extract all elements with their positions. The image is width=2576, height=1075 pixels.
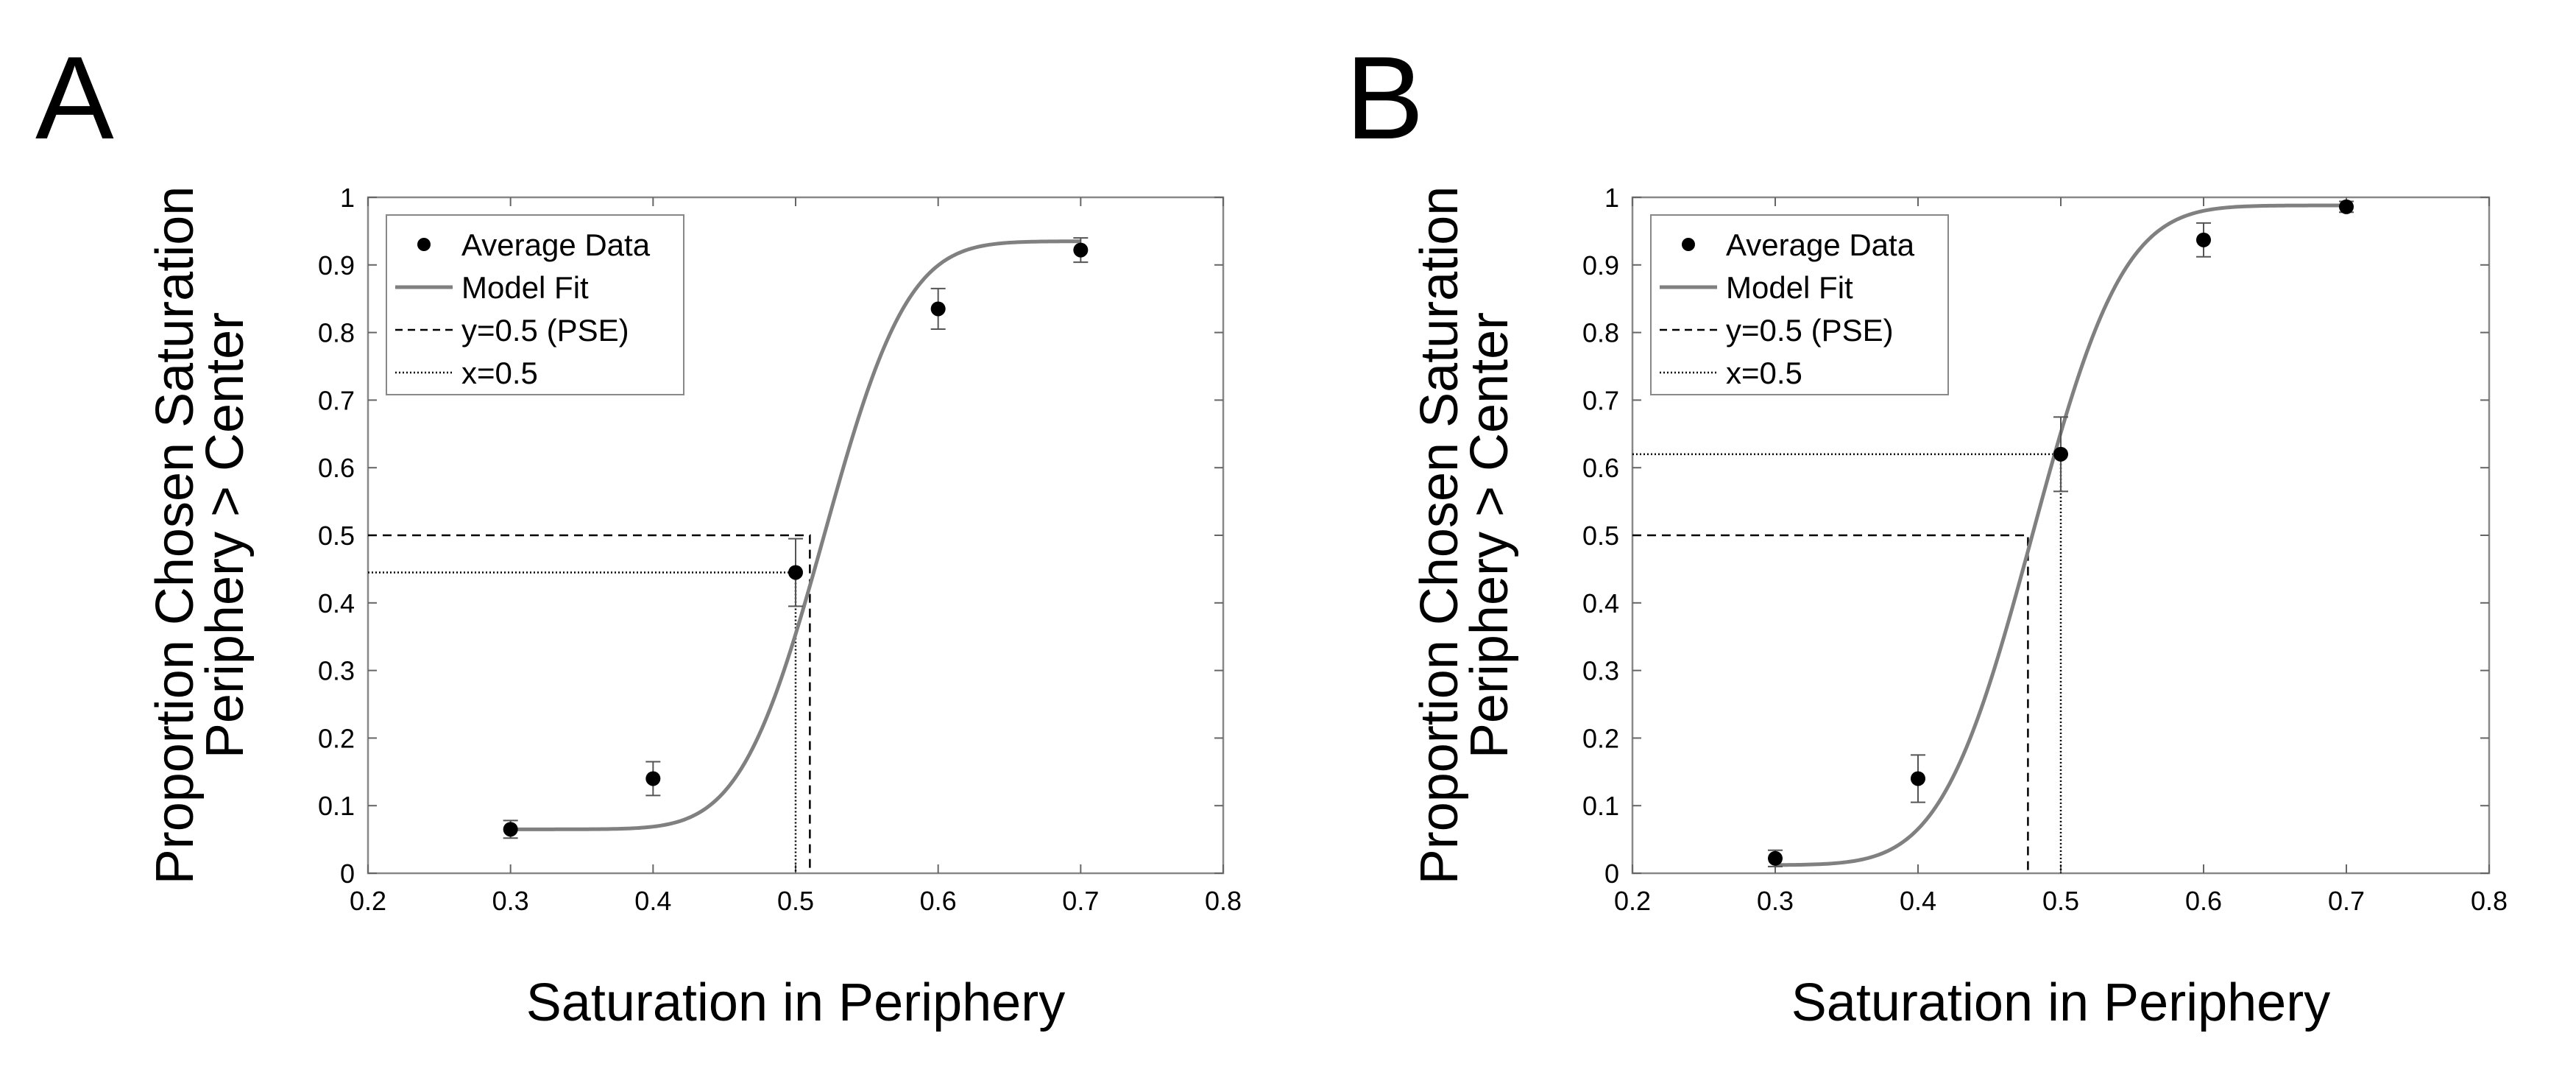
- y-tick-label: 0: [1604, 859, 1619, 889]
- x-tick-label: 0.4: [634, 886, 671, 916]
- x-tick-label: 0.8: [1205, 886, 1242, 916]
- x-tick-label: 0.2: [350, 886, 386, 916]
- x-tick-label: 0.7: [2328, 886, 2365, 916]
- legend-label: Average Data: [1726, 228, 1915, 262]
- x-tick-label: 0.8: [2471, 886, 2508, 916]
- data-point: [930, 301, 946, 317]
- y-tick-label: 0.3: [1582, 656, 1619, 686]
- x-tick-label: 0.2: [1614, 886, 1651, 916]
- chart-panel-a: A 0.2 0.3 0.4 0.5 0.6 0.7 0.8 0 0.1 0.2 0.3 0.4 0.5 0.…: [35, 32, 1242, 1032]
- data-point: [1911, 771, 1925, 786]
- y-tick-label: 0.6: [1582, 453, 1619, 483]
- data-point: [2053, 446, 2068, 462]
- panel-letter: B: [1345, 32, 1424, 163]
- model-fit-curve: [510, 239, 1081, 831]
- y-tick-label: 0.4: [1582, 588, 1619, 618]
- legend-label: Model Fit: [1726, 270, 1853, 305]
- y-tick-label: 0.2: [1582, 723, 1619, 753]
- x-tick-label: 0.5: [777, 886, 814, 916]
- y-tick-label: 0.4: [318, 588, 355, 618]
- data-point: [2196, 232, 2211, 247]
- data-point: [1768, 850, 1783, 866]
- x-axis-label: Saturation in Periphery: [1791, 973, 2330, 1032]
- x-tick-label: 0.3: [1757, 886, 1794, 916]
- legend-marker-average-data: [417, 238, 431, 251]
- y-axis-label-line1: Proportion Chosen Saturation: [1410, 186, 1469, 885]
- data-point: [1073, 242, 1089, 258]
- x-tick-label: 0.3: [492, 886, 529, 916]
- x-tick-label: 0.6: [920, 886, 957, 916]
- y-axis-label-line2: Periphery > Center: [196, 312, 255, 758]
- legend-label: y=0.5 (PSE): [461, 313, 629, 348]
- pse-dashed-line: [1632, 534, 2029, 873]
- legend-label: Average Data: [461, 228, 651, 262]
- y-axis-label-line1: Proportion Chosen Saturation: [146, 186, 205, 885]
- y-tick-label: 0.3: [318, 656, 355, 686]
- y-tick-label: 0.7: [318, 385, 355, 415]
- legend-label: x=0.5: [461, 356, 538, 390]
- panel-letter: A: [35, 32, 114, 163]
- y-tick-label: 0.8: [1582, 318, 1619, 348]
- x-tick-label: 0.4: [1900, 886, 1936, 916]
- y-tick-label: 0.9: [318, 250, 355, 281]
- x-axis-label: Saturation in Periphery: [526, 973, 1065, 1032]
- y-tick-label: 1: [340, 183, 355, 213]
- data-point: [2339, 199, 2354, 214]
- x-tick-label: 0.7: [1062, 886, 1099, 916]
- y-tick-label: 0.7: [1582, 385, 1619, 415]
- y-tick-label: 0.5: [318, 521, 355, 551]
- legend-label: Model Fit: [461, 270, 589, 305]
- y-tick-label: 0.5: [1582, 521, 1619, 551]
- x-tick-label: 0.5: [2042, 886, 2079, 916]
- legend-box: [386, 214, 684, 395]
- chart-panel-b: B 0.2 0.3 0.4 0.5 0.6 0.7 0.8 0 0.1 0.2 0.3 0.4 0.5 0.…: [1345, 32, 2508, 1032]
- y-tick-label: 0.2: [318, 723, 355, 753]
- x-tick-label: 0.6: [2185, 886, 2222, 916]
- data-point: [503, 822, 518, 837]
- y-tick-label: 0.1: [318, 791, 355, 821]
- legend-label: y=0.5 (PSE): [1726, 313, 1894, 348]
- y-tick-label: 0.6: [318, 453, 355, 483]
- pse-dashed-line: [368, 534, 811, 873]
- y-tick-label: 0.8: [318, 318, 355, 348]
- y-tick-label: 0: [340, 859, 355, 889]
- data-point: [788, 565, 803, 580]
- y-tick-label: 0.9: [1582, 250, 1619, 281]
- y-tick-label: 1: [1604, 183, 1619, 213]
- y-tick-label: 0.1: [1582, 791, 1619, 821]
- legend-label: x=0.5: [1726, 356, 1802, 390]
- legend-box: [1650, 214, 1949, 395]
- data-point: [645, 771, 661, 786]
- y-axis-label-line2: Periphery > Center: [1460, 312, 1519, 758]
- legend-marker-average-data: [1682, 238, 1695, 251]
